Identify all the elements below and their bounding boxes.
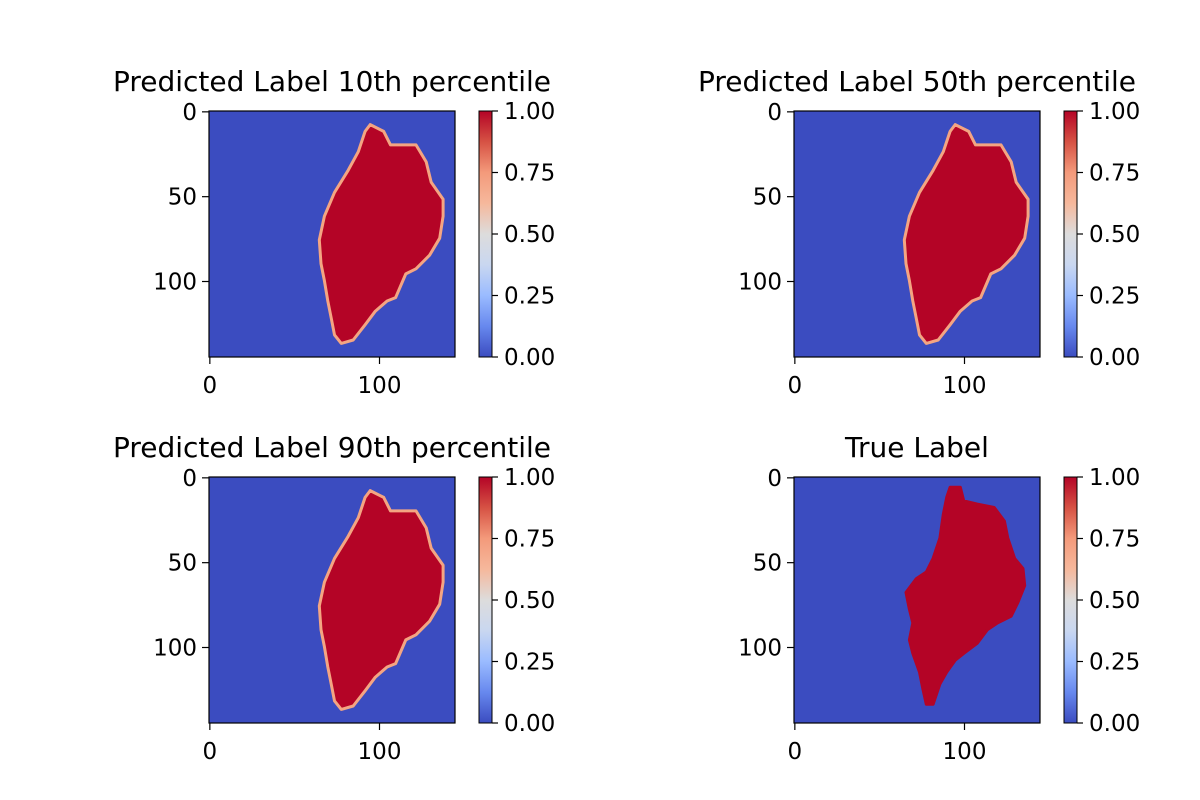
colorbar-tick-label: 0.25 xyxy=(1089,284,1140,310)
subplot-title: Predicted Label 90th percentile xyxy=(113,431,551,464)
colorbar-tick-label: 1.00 xyxy=(1089,465,1140,491)
subplot-title: Predicted Label 50th percentile xyxy=(698,65,1136,98)
colorbar-tick-label: 1.00 xyxy=(504,99,555,125)
y-tick-label: 0 xyxy=(767,100,782,126)
y-tick-label: 50 xyxy=(753,551,782,577)
x-tick-label: 100 xyxy=(943,373,987,399)
axes-frame xyxy=(793,476,1041,724)
x-tick-label: 0 xyxy=(788,373,803,399)
colorbar-tick-label: 0.50 xyxy=(504,222,555,248)
subplot-title: Predicted Label 10th percentile xyxy=(113,65,551,98)
predicted-region xyxy=(317,123,445,345)
colorbar-tick-label: 1.00 xyxy=(504,465,555,491)
predicted-region xyxy=(904,485,1027,706)
axes-frame xyxy=(208,110,456,358)
y-tick-label: 100 xyxy=(738,270,782,296)
colorbar-tick-label: 0.00 xyxy=(1089,345,1140,371)
colorbar-tick-label: 0.50 xyxy=(1089,222,1140,248)
y-tick-label: 0 xyxy=(182,466,197,492)
colorbar xyxy=(1064,111,1077,357)
colorbar-tick-label: 0.00 xyxy=(504,345,555,371)
colorbar-tick-label: 0.25 xyxy=(1089,650,1140,676)
y-tick-label: 100 xyxy=(738,636,782,662)
colorbar xyxy=(479,111,492,357)
subplot-4: True Label 0 100 0 50 100 0.00 0.25 0.50 0.75 1.00 xyxy=(738,431,1140,765)
y-tick-label: 50 xyxy=(168,185,197,211)
predicted-region xyxy=(902,123,1030,345)
y-tick-label: 100 xyxy=(153,270,197,296)
colorbar-tick-label: 0.25 xyxy=(504,284,555,310)
x-tick-label: 100 xyxy=(943,739,987,765)
colorbar-tick-label: 0.75 xyxy=(504,527,555,553)
y-tick-label: 0 xyxy=(767,466,782,492)
y-tick-label: 50 xyxy=(753,185,782,211)
colorbar-tick-label: 0.50 xyxy=(504,588,555,614)
y-tick-label: 50 xyxy=(168,551,197,577)
colorbar-tick-label: 0.75 xyxy=(1089,161,1140,187)
x-tick-label: 100 xyxy=(358,739,402,765)
colorbar-tick-label: 0.75 xyxy=(1089,527,1140,553)
colorbar-tick-label: 0.00 xyxy=(1089,711,1140,737)
x-tick-label: 100 xyxy=(358,373,402,399)
colorbar xyxy=(1064,477,1077,723)
x-tick-label: 0 xyxy=(203,373,218,399)
colorbar-tick-label: 0.75 xyxy=(504,161,555,187)
predicted-region xyxy=(317,489,445,711)
x-tick-label: 0 xyxy=(203,739,218,765)
subplot-title: True Label xyxy=(844,431,989,464)
x-tick-label: 0 xyxy=(788,739,803,765)
colorbar-tick-label: 1.00 xyxy=(1089,99,1140,125)
axes-frame xyxy=(793,110,1041,358)
y-tick-label: 0 xyxy=(182,100,197,126)
colorbar-tick-label: 0.50 xyxy=(1089,588,1140,614)
colorbar-tick-label: 0.00 xyxy=(504,711,555,737)
colorbar xyxy=(479,477,492,723)
y-tick-label: 100 xyxy=(153,636,197,662)
axes-frame xyxy=(208,476,456,724)
colorbar-tick-label: 0.25 xyxy=(504,650,555,676)
